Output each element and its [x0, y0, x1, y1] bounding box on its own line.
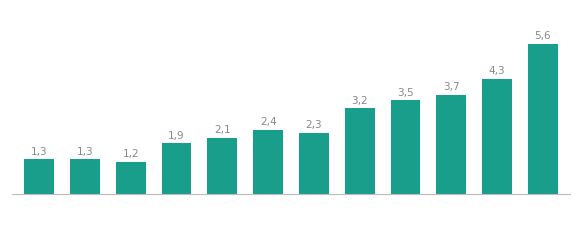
Bar: [207, 138, 237, 194]
Text: 1,3: 1,3: [31, 147, 47, 157]
Bar: [116, 162, 146, 194]
Text: 3,5: 3,5: [397, 88, 414, 98]
Text: 1,9: 1,9: [168, 130, 185, 141]
Bar: [345, 108, 375, 194]
Text: 1,2: 1,2: [122, 149, 139, 159]
Text: 3,7: 3,7: [443, 82, 460, 92]
Bar: [528, 44, 558, 194]
Text: 2,3: 2,3: [306, 120, 322, 130]
Bar: [391, 100, 420, 194]
Text: 2,1: 2,1: [214, 125, 230, 135]
Text: 5,6: 5,6: [535, 31, 551, 41]
Bar: [253, 130, 283, 194]
Text: 1,3: 1,3: [77, 147, 93, 157]
Bar: [482, 79, 512, 194]
Text: 2,4: 2,4: [260, 117, 276, 127]
Bar: [162, 143, 191, 194]
Bar: [436, 95, 466, 194]
Text: 4,3: 4,3: [489, 66, 505, 76]
Bar: [70, 159, 100, 194]
Bar: [299, 132, 329, 194]
Bar: [24, 159, 54, 194]
Text: 3,2: 3,2: [352, 96, 368, 106]
